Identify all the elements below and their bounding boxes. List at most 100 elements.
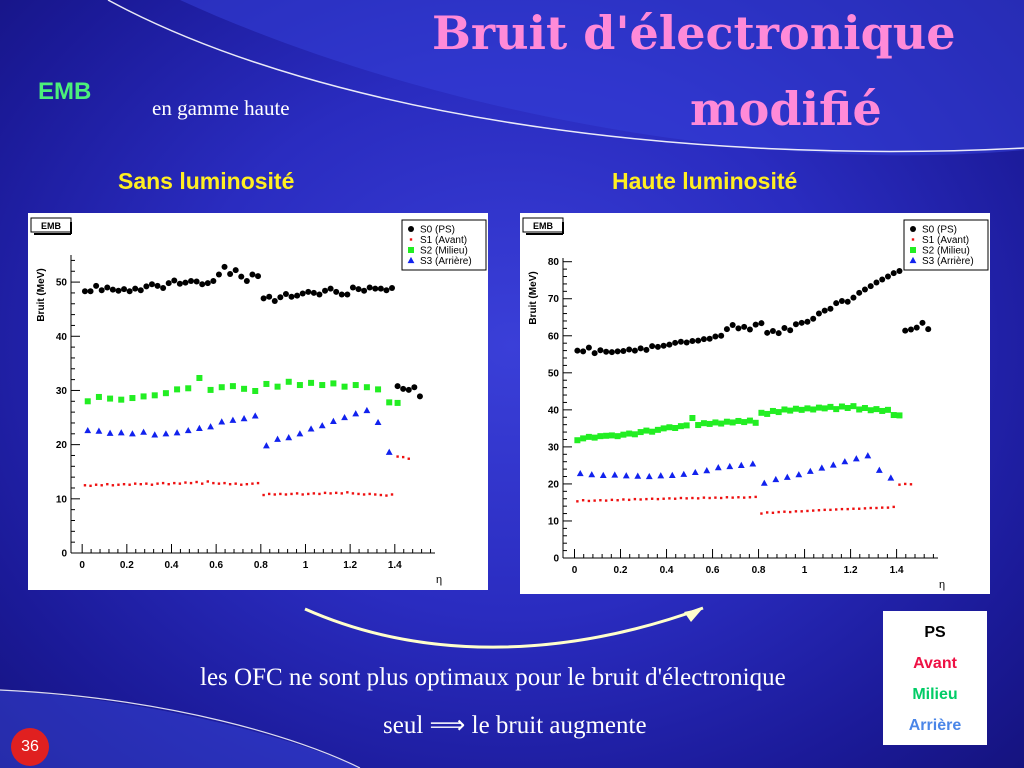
data-point bbox=[223, 481, 226, 485]
layer-legend-box: PS Avant Milieu Arrière bbox=[883, 611, 987, 745]
data-point bbox=[167, 482, 170, 486]
data-point bbox=[401, 455, 405, 459]
data-point bbox=[677, 338, 684, 345]
data-point bbox=[574, 437, 581, 444]
data-point bbox=[737, 461, 745, 469]
data-point bbox=[207, 386, 214, 393]
section-tag: EMB bbox=[38, 78, 92, 105]
chart-tag: EMB bbox=[533, 221, 554, 231]
data-point bbox=[143, 283, 150, 290]
data-point bbox=[879, 276, 886, 283]
data-point bbox=[126, 288, 133, 295]
data-point bbox=[312, 492, 316, 495]
legend-marker bbox=[408, 226, 414, 232]
chart-left: EMB 0 10 20 30 40 50 0 0.2 0.4 0.6 0.8 1 1.2 1.4 Bruit … bbox=[30, 217, 487, 586]
x-tick-label: 0.2 bbox=[120, 560, 134, 571]
data-point bbox=[308, 379, 315, 386]
conclusion-word-2: le bruit augmente bbox=[471, 712, 647, 739]
data-point bbox=[288, 293, 295, 300]
data-point bbox=[777, 510, 780, 514]
conclusion-line-2: seul ⟹ le bruit augmente bbox=[383, 710, 647, 740]
data-point bbox=[683, 422, 690, 429]
data-point bbox=[833, 406, 840, 413]
data-point bbox=[760, 479, 768, 486]
y-tick-label: 80 bbox=[548, 257, 560, 268]
data-point bbox=[109, 286, 116, 293]
chart-panel-left: EMB 0 10 20 30 40 50 0 0.2 0.4 0.6 0.8 1 1.2 1.4 Bruit … bbox=[28, 213, 488, 590]
data-point bbox=[858, 507, 861, 510]
series-3 bbox=[84, 406, 393, 455]
data-point bbox=[657, 472, 665, 479]
data-point bbox=[271, 298, 278, 305]
data-point bbox=[731, 496, 734, 499]
legend-label: S2 (Milieu) bbox=[922, 246, 970, 257]
data-point bbox=[913, 324, 920, 331]
data-point bbox=[352, 410, 360, 417]
legend-marker bbox=[407, 256, 415, 264]
data-point bbox=[645, 472, 653, 480]
data-point bbox=[104, 284, 111, 291]
data-point bbox=[892, 505, 895, 509]
data-point bbox=[749, 460, 757, 467]
data-point bbox=[277, 294, 284, 301]
legend-milieu: Milieu bbox=[912, 686, 958, 703]
data-point bbox=[794, 510, 798, 513]
data-point bbox=[323, 491, 327, 495]
data-point bbox=[852, 507, 855, 510]
data-point bbox=[285, 433, 293, 441]
data-point bbox=[604, 499, 608, 502]
data-point bbox=[811, 509, 815, 512]
data-point bbox=[351, 492, 355, 495]
data-point bbox=[685, 497, 688, 500]
data-point bbox=[792, 321, 799, 328]
data-point bbox=[829, 461, 837, 468]
data-point bbox=[746, 326, 753, 333]
data-point bbox=[98, 287, 105, 294]
data-point bbox=[95, 427, 103, 434]
x-tick-label: 1 bbox=[802, 565, 808, 576]
data-point bbox=[206, 480, 209, 483]
data-point bbox=[867, 283, 874, 290]
data-point bbox=[764, 329, 771, 336]
data-point bbox=[775, 330, 782, 337]
data-point bbox=[327, 285, 334, 292]
data-point bbox=[672, 339, 679, 346]
data-point bbox=[599, 471, 607, 479]
data-point bbox=[700, 336, 707, 343]
data-point bbox=[764, 410, 771, 417]
data-point bbox=[691, 496, 694, 500]
data-point bbox=[798, 406, 805, 413]
data-point bbox=[631, 431, 638, 438]
x-tick-label: 0.6 bbox=[706, 565, 720, 576]
data-point bbox=[680, 470, 688, 477]
data-point bbox=[296, 382, 303, 389]
data-point bbox=[128, 483, 131, 486]
data-point bbox=[407, 457, 410, 460]
data-point bbox=[581, 499, 585, 502]
data-point bbox=[184, 426, 192, 434]
data-point bbox=[249, 271, 256, 278]
data-point bbox=[160, 285, 167, 292]
data-point bbox=[284, 493, 288, 496]
data-point bbox=[204, 280, 211, 287]
data-point bbox=[386, 399, 393, 406]
data-point bbox=[890, 270, 897, 277]
data-point bbox=[781, 325, 788, 331]
data-point bbox=[909, 483, 913, 486]
data-point bbox=[752, 321, 759, 328]
data-point bbox=[154, 282, 161, 289]
data-point bbox=[405, 386, 412, 393]
data-point bbox=[804, 318, 811, 325]
data-point bbox=[771, 511, 775, 515]
data-point bbox=[863, 507, 867, 510]
data-point bbox=[700, 420, 707, 427]
legend-avant: Avant bbox=[913, 655, 957, 672]
data-point bbox=[173, 481, 176, 485]
data-point bbox=[729, 322, 736, 329]
data-point bbox=[752, 419, 759, 426]
conclusion-word-1: seul bbox=[383, 712, 424, 739]
data-point bbox=[212, 481, 215, 485]
data-point bbox=[263, 380, 270, 387]
data-point bbox=[394, 383, 401, 390]
data-point bbox=[129, 430, 136, 437]
